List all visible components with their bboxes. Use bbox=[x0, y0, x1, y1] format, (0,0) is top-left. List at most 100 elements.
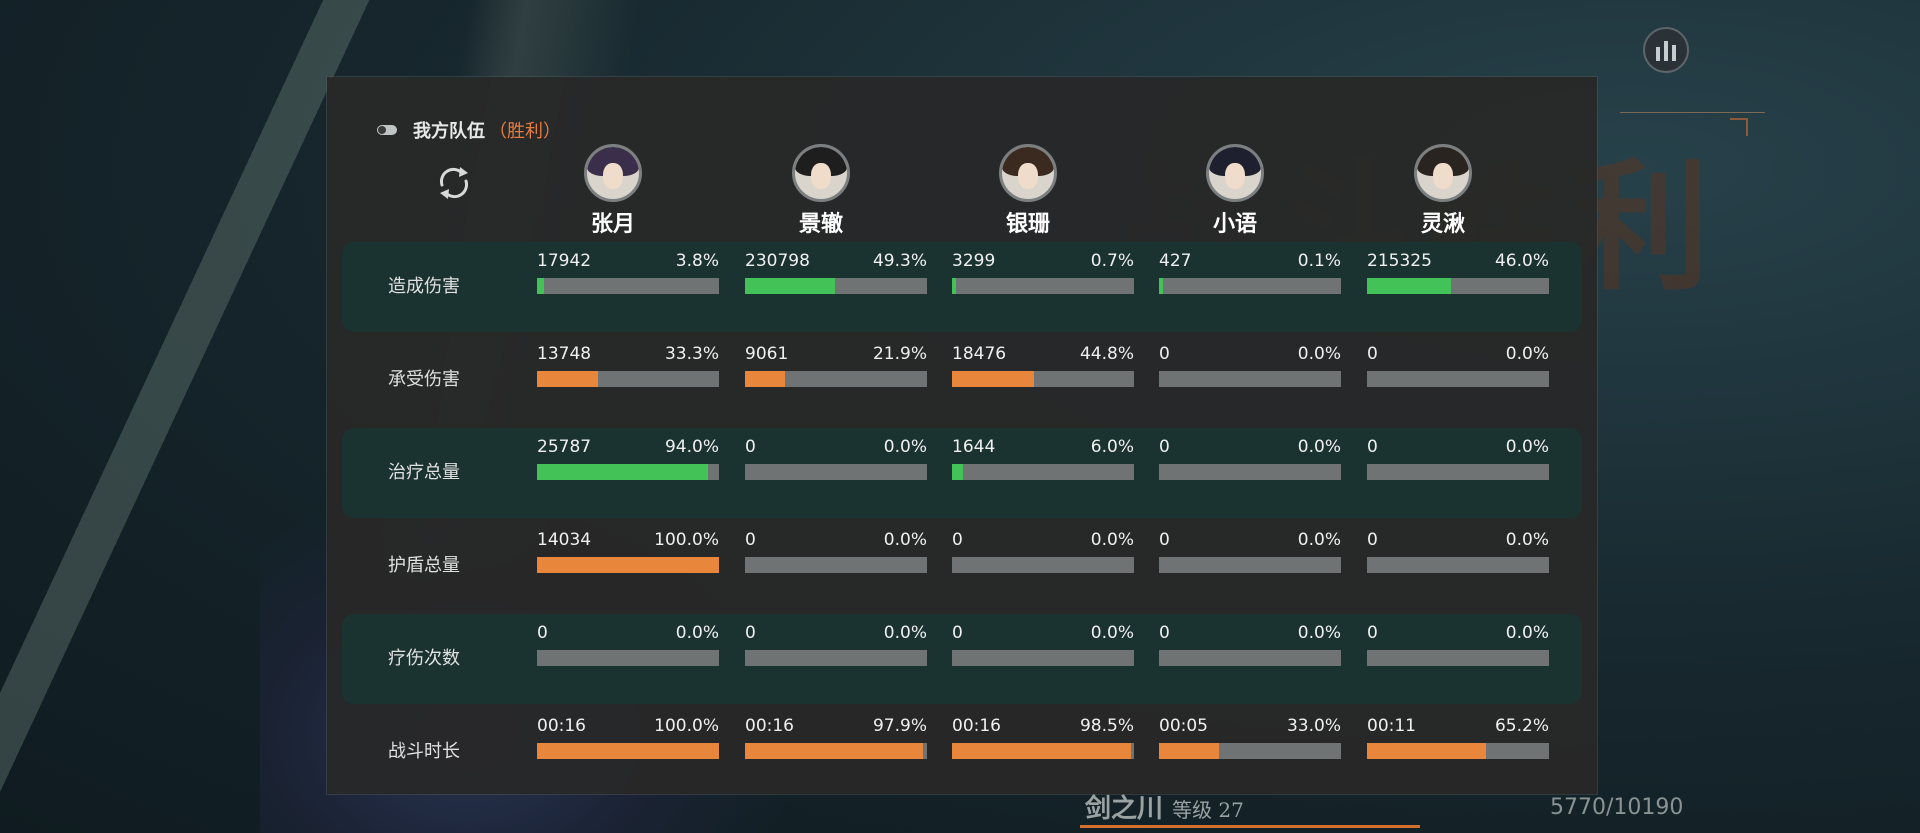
stat-percent: 46.0% bbox=[1494, 251, 1549, 271]
stat-value: 0 bbox=[1159, 437, 1170, 457]
stat-row: 战斗时长 00:16 100.0% 00:16 97.9% 00:16 98.5% 00:05… bbox=[342, 707, 1582, 797]
stat-percent: 0.0% bbox=[1297, 437, 1341, 457]
stat-label: 造成伤害 bbox=[388, 276, 460, 297]
stat-percent: 21.9% bbox=[872, 344, 927, 364]
hero-avatar[interactable] bbox=[1414, 144, 1472, 202]
progress-fill bbox=[745, 743, 924, 759]
avatar-face bbox=[603, 163, 623, 189]
stat-cell: 0 0.0% bbox=[952, 530, 1134, 573]
stat-value: 18476 bbox=[952, 344, 1007, 364]
stat-cell: 230798 49.3% bbox=[745, 251, 927, 294]
chart-bar bbox=[1672, 45, 1676, 61]
hero-name: 银珊 bbox=[1005, 212, 1050, 237]
stat-cell: 0 0.0% bbox=[1367, 437, 1549, 480]
hero-avatar[interactable] bbox=[792, 144, 850, 202]
stat-percent: 0.0% bbox=[883, 530, 927, 550]
stat-label: 疗伤次数 bbox=[388, 648, 460, 669]
hero-avatar[interactable] bbox=[1206, 144, 1264, 202]
progress-track bbox=[952, 743, 1134, 759]
stat-percent: 0.1% bbox=[1297, 251, 1341, 271]
player-name: 剑之川 等级 27 bbox=[1085, 788, 1244, 825]
stat-value: 17942 bbox=[537, 251, 592, 271]
refresh-icon[interactable] bbox=[432, 161, 476, 205]
hero-column-header: 灵湫 bbox=[1383, 144, 1503, 238]
progress-track bbox=[537, 743, 719, 759]
stat-value: 0 bbox=[1367, 530, 1378, 550]
progress-track bbox=[1159, 557, 1341, 573]
stat-row: 护盾总量 14034 100.0% 0 0.0% 0 0.0% 0 0.0% 0 0.0% bbox=[342, 521, 1582, 611]
stat-percent: 0.0% bbox=[1090, 530, 1134, 550]
stat-cell: 0 0.0% bbox=[1367, 344, 1549, 387]
stat-percent: 0.0% bbox=[675, 623, 719, 643]
progress-track bbox=[1367, 278, 1549, 294]
stat-value: 0 bbox=[1159, 623, 1170, 643]
stat-cell: 18476 44.8% bbox=[952, 344, 1134, 387]
stat-percent: 100.0% bbox=[654, 530, 719, 550]
progress-fill bbox=[952, 371, 1034, 387]
chart-bar bbox=[1656, 47, 1660, 61]
stat-percent: 6.0% bbox=[1090, 437, 1134, 457]
stat-value: 0 bbox=[745, 623, 756, 643]
stat-cell: 0 0.0% bbox=[1159, 344, 1341, 387]
chart-bar bbox=[1664, 41, 1668, 61]
progress-fill bbox=[537, 557, 719, 573]
stat-value: 3299 bbox=[952, 251, 996, 271]
stat-cell: 215325 46.0% bbox=[1367, 251, 1549, 294]
progress-fill bbox=[952, 743, 1132, 759]
stat-label: 战斗时长 bbox=[388, 741, 460, 762]
stat-value: 0 bbox=[1367, 344, 1378, 364]
progress-fill bbox=[537, 278, 544, 294]
stat-row: 疗伤次数 0 0.0% 0 0.0% 0 0.0% 0 0.0% 0 0.0% bbox=[342, 614, 1582, 704]
stat-cell: 00:16 98.5% bbox=[952, 716, 1134, 759]
progress-fill bbox=[537, 464, 709, 480]
progress-track bbox=[537, 650, 719, 666]
stat-value: 0 bbox=[537, 623, 548, 643]
stat-value: 9061 bbox=[745, 344, 789, 364]
stat-percent: 65.2% bbox=[1494, 716, 1549, 736]
stat-cell: 427 0.1% bbox=[1159, 251, 1341, 294]
hero-column-header: 小语 bbox=[1175, 144, 1295, 238]
hero-name: 小语 bbox=[1212, 212, 1257, 237]
avatar-face bbox=[1225, 163, 1245, 189]
battle-stats-panel: 我方队伍 （胜利） 张月 景辙 银珊 小语 灵湫 造成伤害 17942 3.8% 230798… bbox=[327, 77, 1597, 794]
progress-track bbox=[537, 464, 719, 480]
progress-track bbox=[745, 557, 927, 573]
progress-fill bbox=[537, 371, 598, 387]
team-label: 我方队伍 bbox=[413, 121, 485, 142]
stat-value: 0 bbox=[745, 530, 756, 550]
stat-value: 427 bbox=[1159, 251, 1192, 271]
stat-percent: 0.0% bbox=[1090, 623, 1134, 643]
stat-cell: 17942 3.8% bbox=[537, 251, 719, 294]
stat-percent: 0.0% bbox=[883, 437, 927, 457]
progress-track bbox=[1367, 650, 1549, 666]
avatar-face bbox=[1433, 163, 1453, 189]
stat-cell: 0 0.0% bbox=[745, 623, 927, 666]
progress-track bbox=[1367, 743, 1549, 759]
progress-fill bbox=[1159, 278, 1163, 294]
stat-label: 治疗总量 bbox=[388, 462, 460, 483]
decorative-corner bbox=[1730, 118, 1748, 136]
stat-cell: 14034 100.0% bbox=[537, 530, 719, 573]
stat-row: 造成伤害 17942 3.8% 230798 49.3% 3299 0.7% 427 0.1% 2… bbox=[342, 242, 1582, 332]
toggle-icon[interactable] bbox=[377, 125, 397, 135]
hero-avatar[interactable] bbox=[584, 144, 642, 202]
progress-fill bbox=[952, 464, 963, 480]
stat-value: 00:16 bbox=[952, 716, 1001, 736]
stat-percent: 0.0% bbox=[1297, 344, 1341, 364]
stat-cell: 0 0.0% bbox=[745, 437, 927, 480]
team-result: （胜利） bbox=[489, 121, 561, 142]
stat-cell: 00:16 97.9% bbox=[745, 716, 927, 759]
stat-value: 0 bbox=[1159, 530, 1170, 550]
progress-track bbox=[745, 650, 927, 666]
stat-cell: 00:05 33.0% bbox=[1159, 716, 1341, 759]
stat-percent: 98.5% bbox=[1079, 716, 1134, 736]
progress-track bbox=[745, 464, 927, 480]
hero-column-header: 银珊 bbox=[968, 144, 1088, 238]
stat-percent: 0.0% bbox=[1505, 623, 1549, 643]
stat-value: 00:05 bbox=[1159, 716, 1208, 736]
stat-value: 0 bbox=[952, 530, 963, 550]
stat-percent: 3.8% bbox=[675, 251, 719, 271]
bar-chart-icon[interactable] bbox=[1643, 27, 1689, 73]
hero-avatar[interactable] bbox=[999, 144, 1057, 202]
progress-track bbox=[1159, 371, 1341, 387]
